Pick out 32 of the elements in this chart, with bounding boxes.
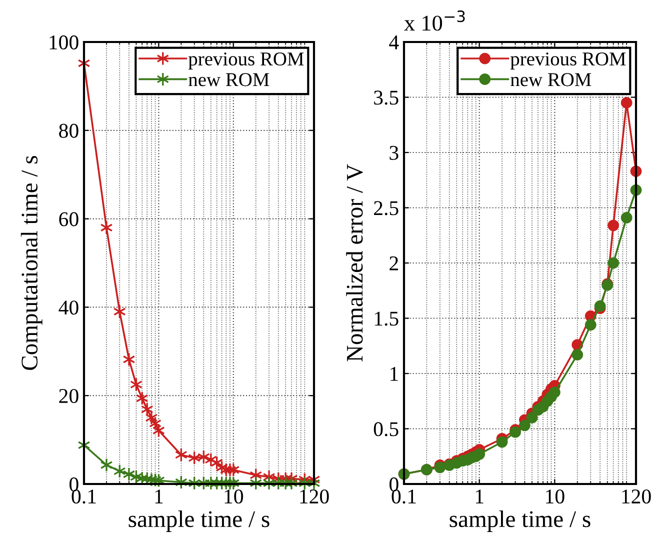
x-tick-label: 1 (476, 490, 484, 504)
y-tick-label: 0.5 (374, 422, 398, 436)
y-tick-label: 4 (389, 36, 399, 50)
y-tick-label: 2 (390, 256, 398, 270)
x-tick-label: 10 (546, 489, 564, 504)
y-tick-label: 40 (58, 300, 78, 315)
legend-label: new ROM (510, 73, 592, 86)
legend-label: new ROM (188, 73, 270, 86)
y-tick-label: 20 (59, 388, 78, 404)
x-tick-label: 120 (300, 489, 329, 504)
x-tick-label: 120 (622, 489, 651, 504)
x-tick-label: 0.1 (392, 489, 416, 504)
y-tick-label: 1 (390, 366, 398, 381)
legend-label: previous ROM (510, 52, 626, 70)
y-axis-title: Normalized error / V (346, 164, 363, 362)
y-axis-title: Computational time / s (20, 156, 42, 370)
x-tick-label: 10 (224, 489, 244, 504)
legend-label: previous ROM (188, 52, 304, 70)
x-tick-label: 0.1 (72, 489, 96, 504)
y-tick-label: 3.5 (374, 90, 398, 105)
y-tick-label: 0 (70, 477, 78, 492)
y-tick-label: 60 (59, 212, 78, 226)
y-tick-label: 3 (390, 146, 398, 160)
x-axis-title: sample time / s (450, 510, 590, 532)
y-tick-label: 80 (59, 124, 78, 138)
y-tick-label: 0 (390, 477, 398, 492)
text: x 10$^{−3}$ (404, 10, 465, 31)
x-axis-title: sample time / s (128, 510, 270, 532)
y-tick-label: 1.5 (374, 312, 398, 326)
y-tick-label: 100 (50, 35, 78, 50)
x-tick-label: 1 (155, 490, 163, 504)
y-tick-label: 2.5 (374, 201, 398, 216)
